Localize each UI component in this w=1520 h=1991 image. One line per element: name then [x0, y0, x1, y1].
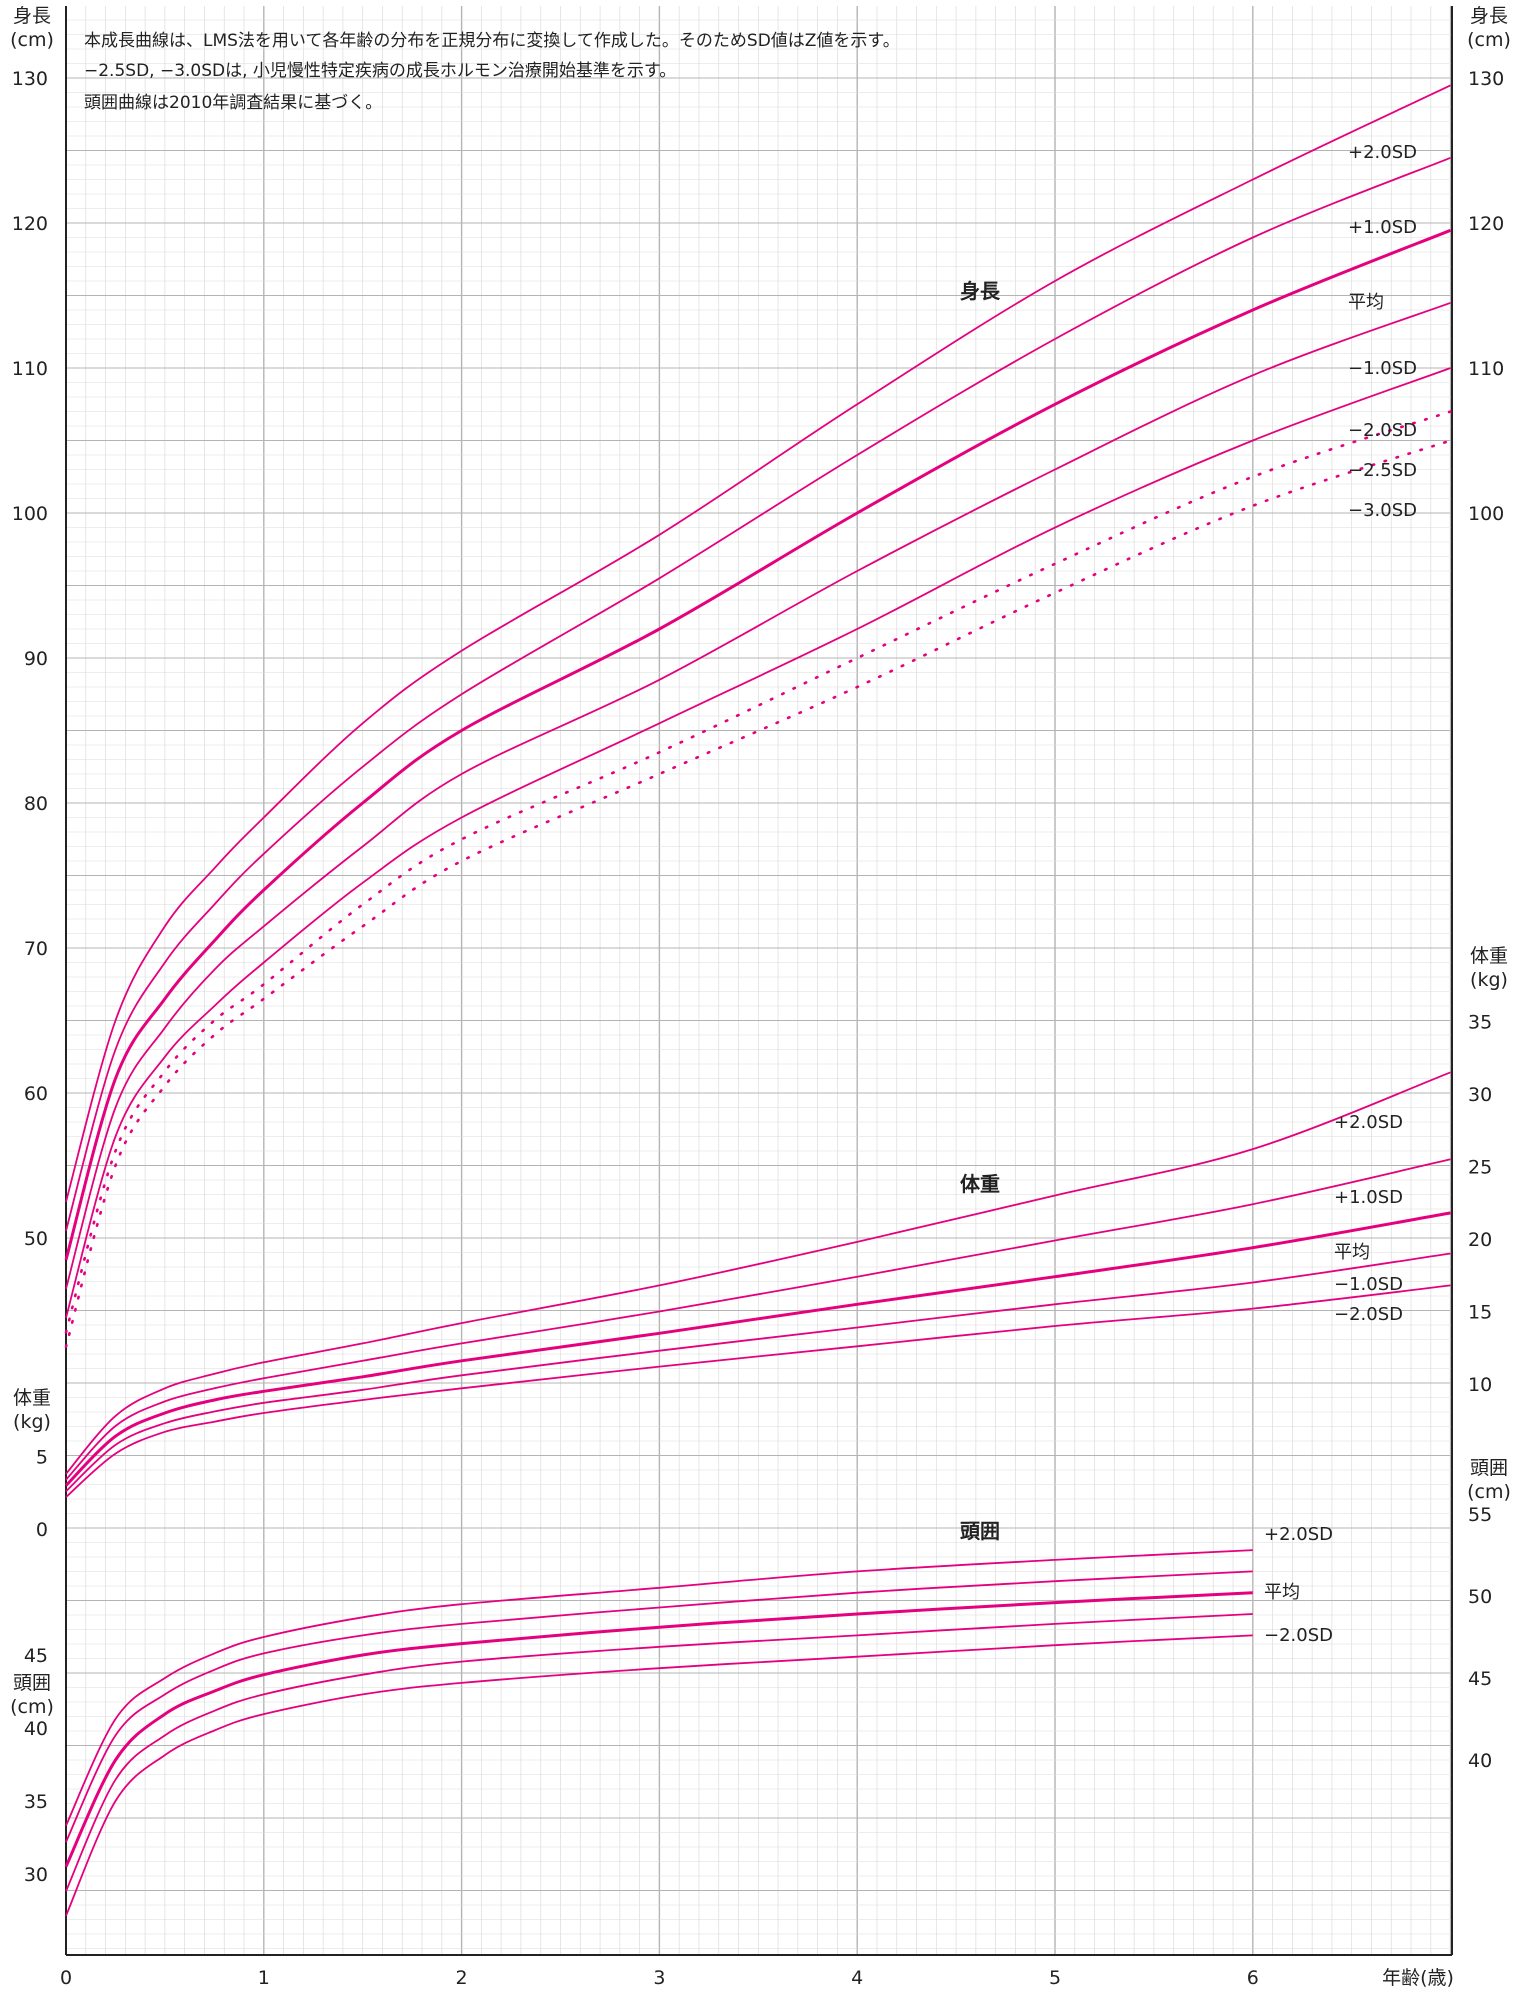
left-tick-50: 50 — [24, 1228, 48, 1250]
head-series-label-4: −2.0SD — [1264, 1625, 1333, 1646]
weight-right-tick-10: 10 — [1468, 1374, 1492, 1396]
head-right-tick-45: 45 — [1468, 1668, 1492, 1690]
height-series-label-2: 平均 — [1348, 292, 1384, 313]
weight-right-tick-30: 30 — [1468, 1084, 1492, 1106]
x-tick-2: 2 — [456, 1967, 468, 1989]
weight-right-title-0: 体重 — [1470, 945, 1508, 967]
head-right-tick-50: 50 — [1468, 1586, 1492, 1608]
height-curve-6 — [64, 439, 1452, 1349]
left-tick-90: 90 — [24, 648, 48, 670]
x-tick-0: 0 — [60, 1967, 72, 1989]
weight-curve-4 — [65, 1284, 1451, 1498]
left-tick-30: 30 — [24, 1864, 48, 1886]
head-right-tick-40: 40 — [1468, 1750, 1492, 1772]
x-tick-1: 1 — [258, 1967, 270, 1989]
head-section-label: 頭囲 — [960, 1519, 1000, 1543]
weight-section-label: 体重 — [960, 1172, 1000, 1196]
weight-curve-1 — [65, 1158, 1451, 1481]
height-curve-3 — [65, 301, 1451, 1290]
left-tick-80: 80 — [24, 793, 48, 815]
head-right-title-1: (cm) — [1467, 1481, 1511, 1503]
left-tick-110: 110 — [12, 358, 48, 380]
x-tick-4: 4 — [851, 1967, 863, 1989]
x-tick-5: 5 — [1049, 1967, 1061, 1989]
left-tick-60: 60 — [24, 1083, 48, 1105]
weight-series-label-3: −1.0SD — [1334, 1274, 1403, 1295]
height-series-label-5: −2.5SD — [1348, 460, 1417, 481]
weight-right-title-1: (kg) — [1470, 969, 1508, 991]
left-tick-35: 35 — [24, 1791, 48, 1813]
weight-left-tick-5: 5 — [36, 1447, 48, 1469]
note-line-1: 本成長曲線は、LMS法を用いて各年齢の分布を正規分布に変換して作成した。そのため… — [84, 31, 900, 51]
weight-series-label-0: +2.0SD — [1334, 1112, 1403, 1133]
height-left-title-1: (cm) — [10, 29, 54, 51]
weight-curve-2 — [64, 1211, 1451, 1487]
head-left-title-1: (cm) — [10, 1696, 54, 1718]
weight-curve-3 — [65, 1252, 1451, 1492]
height-right-title-0: 身長 — [1470, 5, 1508, 27]
head-curve-1 — [65, 1570, 1253, 1843]
weight-right-tick-25: 25 — [1468, 1157, 1492, 1179]
height-series-label-1: +1.0SD — [1348, 217, 1417, 238]
note-line-2: −2.5SD, −3.0SDは, 小児慢性特定疾病の成長ホルモン治療開始基準を示… — [84, 61, 677, 81]
height-series-label-0: +2.0SD — [1348, 142, 1417, 163]
weight-left-tick-0: 0 — [36, 1519, 48, 1541]
weight-series-label-1: +1.0SD — [1334, 1187, 1403, 1208]
weight-right-tick-20: 20 — [1468, 1229, 1492, 1251]
weight-curve-0 — [65, 1071, 1451, 1475]
left-tick-130: 130 — [12, 68, 48, 90]
chart-grid — [65, 6, 1453, 1956]
head-curve-2 — [64, 1591, 1253, 1868]
height-right-tick-100: 100 — [1468, 503, 1504, 525]
height-curve-0 — [65, 84, 1451, 1203]
head-curve-0 — [65, 1549, 1253, 1826]
head-series-label-0: +2.0SD — [1264, 1524, 1333, 1545]
head-series-label-2: 平均 — [1264, 1582, 1300, 1603]
height-series-label-3: −1.0SD — [1348, 358, 1417, 379]
weight-right-tick-35: 35 — [1468, 1012, 1492, 1034]
height-left-title-0: 身長 — [13, 5, 51, 27]
chart-labels: +2.0SD +1.0SD 平均 −1.0SD −2.0SD −2.5SD −3.0SD +2… — [10, 5, 1511, 1989]
weight-series-label-4: −2.0SD — [1334, 1304, 1403, 1325]
left-tick-40: 40 — [24, 1718, 48, 1740]
height-series-label-4: −2.0SD — [1348, 420, 1417, 441]
note-line-3: 頭囲曲線は2010年調査結果に基づく。 — [84, 93, 383, 113]
head-right-tick-55: 55 — [1468, 1504, 1492, 1526]
height-section-label: 身長 — [960, 279, 1001, 303]
height-series-label-6: −3.0SD — [1348, 500, 1417, 521]
weight-right-tick-15: 15 — [1468, 1302, 1492, 1324]
left-tick-45: 45 — [24, 1645, 48, 1667]
x-tick-3: 3 — [653, 1967, 665, 1989]
height-curve-1 — [65, 156, 1451, 1232]
chart-curves — [64, 84, 1452, 1917]
x-tick-6: 6 — [1247, 1967, 1259, 1989]
weight-series-label-2: 平均 — [1334, 1242, 1370, 1263]
left-tick-100: 100 — [12, 503, 48, 525]
weight-left-title-1: (kg) — [13, 1411, 51, 1433]
height-right-tick-120: 120 — [1468, 213, 1504, 235]
height-right-tick-130: 130 — [1468, 68, 1504, 90]
left-tick-120: 120 — [12, 213, 48, 235]
x-axis-title: 年齢(歳) — [1382, 1967, 1454, 1989]
height-curve-4 — [65, 367, 1451, 1319]
left-tick-70: 70 — [24, 938, 48, 960]
head-left-title-0: 頭囲 — [13, 1672, 51, 1694]
head-curve-4 — [65, 1634, 1253, 1917]
head-curve-3 — [65, 1613, 1253, 1892]
weight-left-title-0: 体重 — [13, 1387, 51, 1409]
height-curve-2 — [64, 228, 1452, 1261]
head-right-title-0: 頭囲 — [1470, 1457, 1508, 1479]
height-right-title-1: (cm) — [1467, 29, 1511, 51]
height-right-tick-110: 110 — [1468, 358, 1504, 380]
